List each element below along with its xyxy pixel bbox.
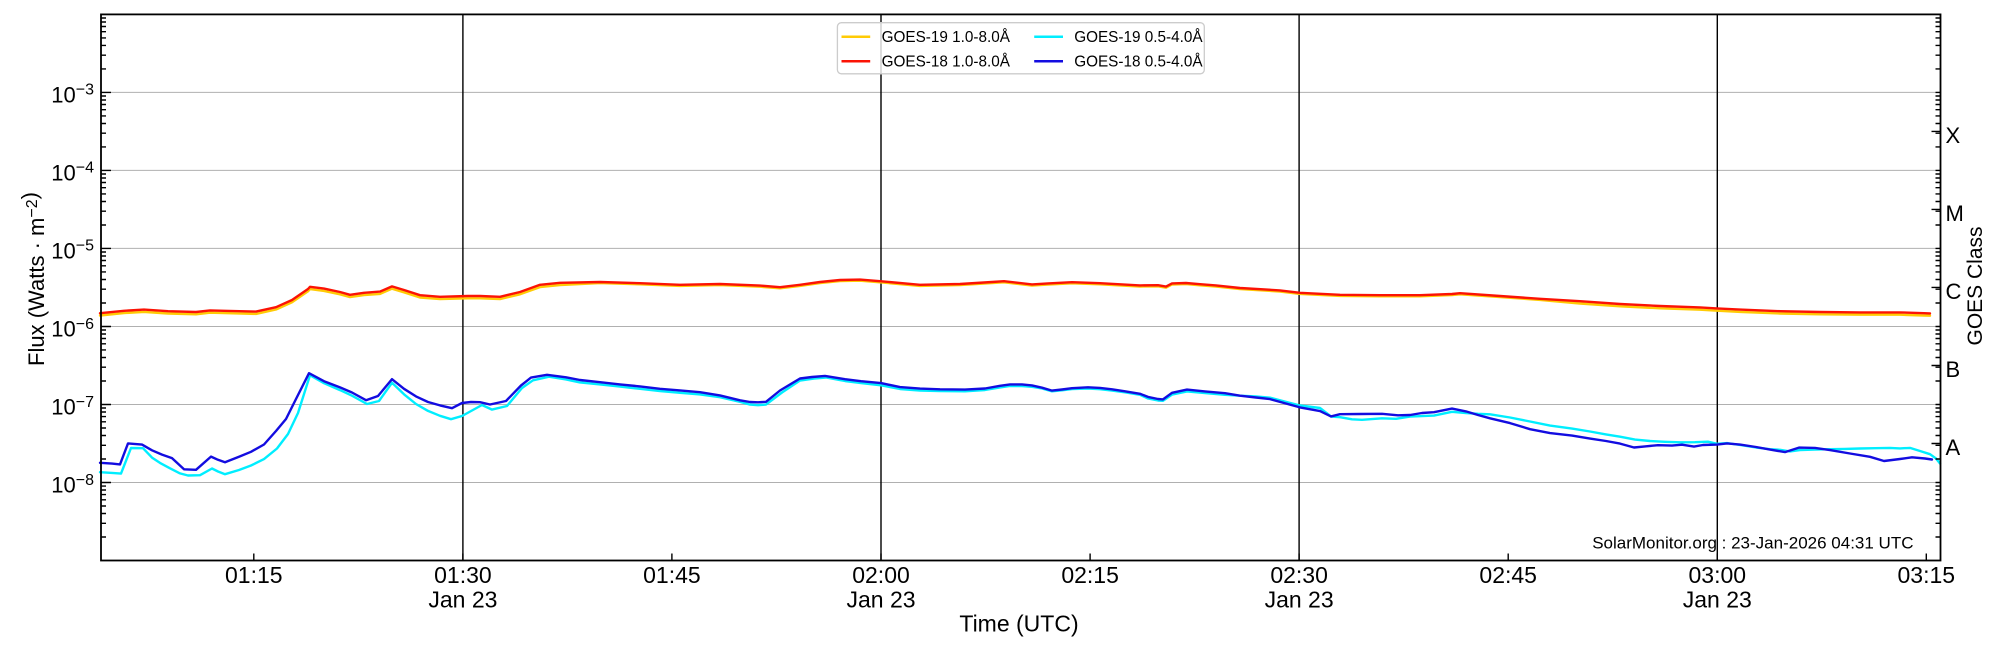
svg-text:01:15: 01:15	[225, 562, 283, 588]
svg-text:B: B	[1946, 357, 1961, 382]
svg-text:A: A	[1946, 435, 1961, 460]
svg-text:GOES-18 1.0-8.0Å: GOES-18 1.0-8.0Å	[882, 54, 1011, 71]
svg-text:SolarMonitor.org : 23-Jan-2026: SolarMonitor.org : 23-Jan-2026 04:31 UTC	[1592, 534, 1913, 553]
svg-text:02:00: 02:00	[852, 562, 910, 588]
svg-text:02:30: 02:30	[1270, 562, 1328, 588]
svg-text:03:00: 03:00	[1689, 562, 1747, 588]
svg-text:GOES-19 1.0-8.0Å: GOES-19 1.0-8.0Å	[882, 29, 1011, 46]
svg-text:02:45: 02:45	[1479, 562, 1537, 588]
svg-text:02:15: 02:15	[1061, 562, 1119, 588]
svg-text:Jan 23: Jan 23	[428, 587, 497, 613]
svg-text:Jan 23: Jan 23	[1265, 587, 1334, 613]
svg-text:Jan 23: Jan 23	[846, 587, 915, 613]
svg-text:Jan 23: Jan 23	[1683, 587, 1752, 613]
svg-text:GOES-18 0.5-4.0Å: GOES-18 0.5-4.0Å	[1074, 54, 1203, 71]
svg-text:GOES-19 0.5-4.0Å: GOES-19 0.5-4.0Å	[1074, 29, 1203, 46]
svg-text:10−3: 10−3	[51, 82, 94, 108]
svg-text:01:45: 01:45	[643, 562, 701, 588]
svg-text:01:30: 01:30	[434, 562, 492, 588]
svg-text:GOES Class: GOES Class	[1964, 226, 1987, 345]
svg-text:03:15: 03:15	[1898, 562, 1956, 588]
svg-text:Time (UTC): Time (UTC)	[959, 610, 1078, 636]
svg-text:C: C	[1946, 279, 1962, 304]
svg-text:M: M	[1946, 201, 1964, 226]
svg-text:X: X	[1946, 123, 1961, 148]
svg-text:10−7: 10−7	[51, 394, 94, 420]
